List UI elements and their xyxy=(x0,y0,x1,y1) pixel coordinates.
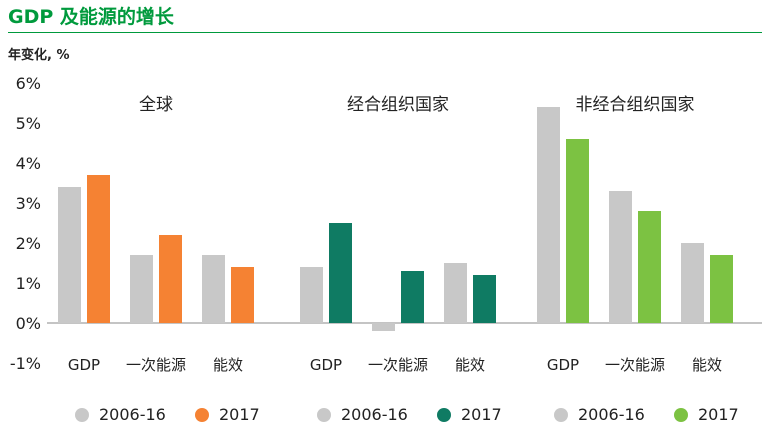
title-divider xyxy=(8,32,762,33)
legend-label: 2006-16 xyxy=(578,405,645,424)
legend-marker xyxy=(554,408,568,422)
bar xyxy=(609,191,632,323)
bar xyxy=(473,275,496,323)
bar xyxy=(202,255,225,323)
bar xyxy=(681,243,704,323)
legend-label: 2017 xyxy=(461,405,502,424)
y-tick-label: 1% xyxy=(16,274,41,293)
legend-marker xyxy=(437,408,451,422)
bar xyxy=(329,223,352,323)
x-category-label: 一次能源 xyxy=(368,356,428,374)
x-category-label: GDP xyxy=(310,356,342,374)
y-tick-label: 2% xyxy=(16,234,41,253)
legend-marker xyxy=(317,408,331,422)
bar xyxy=(401,271,424,323)
x-category-label: 能效 xyxy=(213,356,243,374)
chart-title: GDP 及能源的增长 xyxy=(8,6,174,28)
bar xyxy=(130,255,153,323)
y-tick-label: 4% xyxy=(16,154,41,173)
bar xyxy=(231,267,254,323)
group-title: 非经合组织国家 xyxy=(576,95,695,115)
x-category-label: 一次能源 xyxy=(605,356,665,374)
y-tick-label: -1% xyxy=(10,354,41,373)
bar xyxy=(58,187,81,323)
bar xyxy=(159,235,182,323)
x-category-label: 能效 xyxy=(455,356,485,374)
bar xyxy=(87,175,110,323)
x-category-label: GDP xyxy=(68,356,100,374)
group-title: 全球 xyxy=(139,95,173,115)
bar xyxy=(638,211,661,323)
legend-marker xyxy=(195,408,209,422)
bar xyxy=(444,263,467,323)
bar xyxy=(300,267,323,323)
y-tick-label: 5% xyxy=(16,114,41,133)
legend-label: 2006-16 xyxy=(99,405,166,424)
y-tick-label: 6% xyxy=(16,74,41,93)
y-tick-label: 3% xyxy=(16,194,41,213)
bar xyxy=(537,107,560,323)
y-axis-label: 年变化, % xyxy=(8,48,70,63)
bar xyxy=(372,323,395,331)
group-title: 经合组织国家 xyxy=(347,95,449,115)
y-tick-label: 0% xyxy=(16,314,41,333)
legend-marker xyxy=(75,408,89,422)
legend-label: 2017 xyxy=(219,405,260,424)
legend-label: 2017 xyxy=(698,405,739,424)
bar xyxy=(710,255,733,323)
x-category-label: 一次能源 xyxy=(126,356,186,374)
x-category-label: 能效 xyxy=(692,356,722,374)
bar xyxy=(566,139,589,323)
x-category-label: GDP xyxy=(547,356,579,374)
legend-marker xyxy=(674,408,688,422)
legend-label: 2006-16 xyxy=(341,405,408,424)
